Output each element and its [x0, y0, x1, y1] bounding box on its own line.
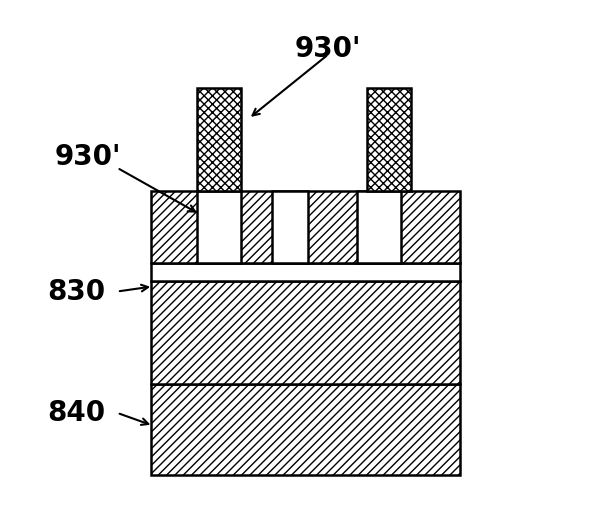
Bar	[357, 191, 401, 263]
Bar	[197, 88, 241, 191]
Text: 840: 840	[47, 399, 106, 427]
Text: 930': 930'	[55, 143, 122, 171]
Bar	[272, 191, 308, 263]
Bar	[150, 263, 460, 281]
Bar	[367, 88, 411, 191]
Bar	[197, 191, 241, 263]
Bar	[150, 281, 460, 384]
Text: 830: 830	[47, 278, 106, 305]
Text: 930': 930'	[295, 35, 362, 63]
Bar	[150, 384, 460, 475]
Bar	[150, 191, 460, 263]
